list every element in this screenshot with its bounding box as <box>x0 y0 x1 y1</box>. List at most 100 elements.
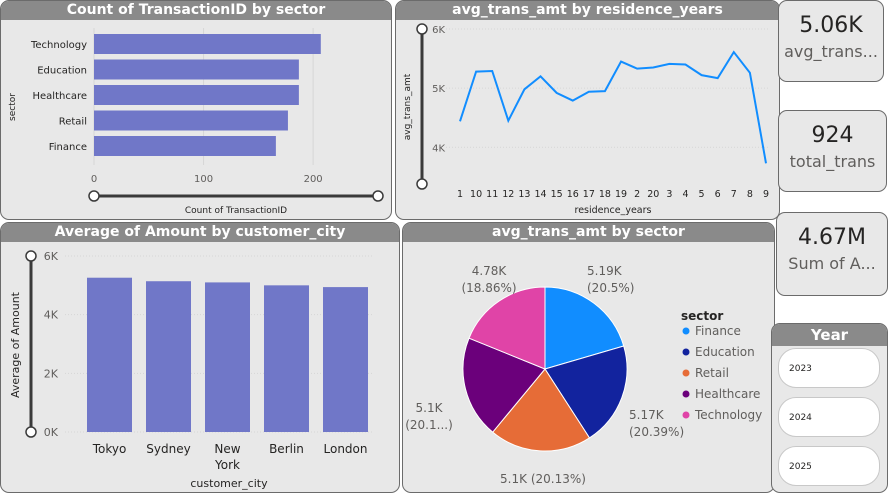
slice-label-value: 5.1K <box>416 401 444 415</box>
residence-y-slider-handle-start[interactable] <box>416 23 428 35</box>
x-axis-title: Count of TransactionID <box>185 206 287 216</box>
pie-slice-healthcare <box>462 337 546 433</box>
year-slicer: Year 2023 2024 2025 <box>771 323 888 493</box>
y-tick-label: 0K <box>44 426 59 439</box>
x-tick-label: 10 <box>470 189 482 200</box>
pie-title: avg_trans_amt by sector <box>403 223 774 242</box>
slice-label-value: 5.17K <box>629 408 665 422</box>
bar-new-york <box>205 282 250 432</box>
category-label: New <box>214 442 240 456</box>
x-tick-label: 11 <box>486 189 498 200</box>
bar-london <box>323 287 368 432</box>
x-tick-label: 100 <box>194 174 213 185</box>
kpi-sum-amount-card: 4.67M Sum of A... <box>776 212 888 296</box>
legend-title: sector <box>681 309 723 323</box>
city-y-slider-handle-end[interactable] <box>25 426 37 438</box>
x-tick-label: 6 <box>715 189 721 200</box>
category-label: Tokyo <box>92 442 127 456</box>
slice-label-percent: (20.39%) <box>629 425 684 439</box>
kpi-sum-amount-label: Sum of A... <box>788 254 876 273</box>
x-tick-label: 15 <box>551 189 563 200</box>
sector-count-title: Count of TransactionID by sector <box>1 1 391 20</box>
slice-label-percent: (20.1...) <box>405 418 453 432</box>
bar-sydney <box>146 281 191 432</box>
series-line-avg-trans-amt <box>459 50 767 164</box>
legend-label: Healthcare <box>695 387 760 401</box>
residence-y-slider-handle-end[interactable] <box>416 178 428 190</box>
kpi-avg-trans-card: 5.06K avg_trans... <box>778 0 884 82</box>
category-label: Finance <box>49 142 87 153</box>
y-tick-label: 6K <box>432 25 445 36</box>
legend-label: Finance <box>695 324 741 338</box>
x-tick-label: 20 <box>647 189 659 200</box>
y-tick-label: 2K <box>44 367 59 380</box>
category-label: Sydney <box>146 442 190 456</box>
legend-marker-healthcare <box>682 390 690 398</box>
x-tick-label: 2 <box>634 189 640 200</box>
bar-berlin <box>264 285 309 432</box>
residence-title: avg_trans_amt by residence_years <box>396 1 779 20</box>
pie-slice-retail <box>491 368 591 452</box>
category-label: Retail <box>59 117 87 128</box>
bar-healthcare <box>94 85 299 105</box>
x-tick-label: 18 <box>599 189 611 200</box>
slice-label-value: 4.78K <box>472 264 508 278</box>
x-axis-title: residence_years <box>575 205 652 216</box>
category-label: York <box>214 458 240 472</box>
sector-count-chart: 0 100 200 Technology Education Healthcare Reta… <box>8 28 384 216</box>
sector-count-panel: Count of TransactionID by sector 0 100 200… <box>0 0 392 220</box>
x-tick-label: 7 <box>731 189 737 200</box>
bar-finance <box>94 136 276 156</box>
year-slicer-title: Year <box>772 324 887 346</box>
x-tick-label: 19 <box>615 189 627 200</box>
sector-pie-chart: 5.19K (20.5%) 5.17K (20.39%) 5.1K (20.13%) 5.… <box>405 264 762 486</box>
bar-retail <box>94 110 288 131</box>
residence-panel: avg_trans_amt by residence_years 4K 5K 6K 1… <box>395 0 780 220</box>
city-y-slider-handle-start[interactable] <box>25 250 37 262</box>
slice-label-percent: (18.86%) <box>461 281 516 295</box>
bar-education <box>94 59 299 80</box>
sector-x-slider-handle-end[interactable] <box>372 190 384 202</box>
x-tick-label: 4 <box>682 189 688 200</box>
kpi-avg-trans-value: 5.06K <box>799 13 863 38</box>
category-label: Education <box>37 66 87 77</box>
legend-marker-finance <box>682 327 690 335</box>
x-tick-label: 13 <box>518 189 530 200</box>
residence-line-chart: 4K 5K 6K 1 10 11 12 13 14 15 16 17 18 19 2 20 3 4 5 6 7 8 9 avg… <box>403 23 769 216</box>
x-tick-label: 14 <box>534 189 546 200</box>
category-label: Technology <box>30 40 87 51</box>
sector-x-slider-handle-start[interactable] <box>88 190 100 202</box>
x-tick-label: 3 <box>666 189 672 200</box>
y-tick-label: 5K <box>432 84 445 95</box>
x-tick-label: 9 <box>763 189 769 200</box>
slice-label-value: 5.19K <box>587 264 623 278</box>
x-tick-label: 5 <box>699 189 705 200</box>
kpi-total-trans-label: total_trans <box>789 152 876 171</box>
y-axis-title: sector <box>8 93 18 121</box>
kpi-total-trans-value: 924 <box>811 123 854 148</box>
city-bar-chart: 0K 2K 4K 6K Tokyo Sydney New York Berlin London Av… <box>9 250 373 490</box>
x-tick-label: 200 <box>304 174 323 185</box>
x-tick-label: 16 <box>567 189 579 200</box>
x-tick-label: 8 <box>747 189 753 200</box>
year-option-2023[interactable]: 2023 <box>778 348 880 388</box>
legend-marker-education <box>682 348 690 356</box>
y-axis-title: avg_trans_amt <box>403 73 413 140</box>
year-option-2024[interactable]: 2024 <box>778 397 880 437</box>
kpi-sum-amount-value: 4.67M <box>798 225 866 250</box>
pie-slice-finance <box>544 286 625 370</box>
x-axis-title: customer_city <box>190 477 268 490</box>
legend-marker-retail <box>682 369 690 377</box>
pie-slice-education <box>544 345 628 439</box>
category-label: Healthcare <box>32 91 87 102</box>
y-axis-title: Average of Amount <box>9 291 22 398</box>
y-tick-label: 4K <box>432 143 445 154</box>
bar-tokyo <box>87 277 132 432</box>
slice-label-percent: (20.5%) <box>587 281 634 295</box>
y-tick-label: 6K <box>44 250 59 263</box>
x-tick-label: 1 <box>457 189 463 200</box>
year-option-2025[interactable]: 2025 <box>778 446 880 486</box>
pie-panel: avg_trans_amt by sector 5.19K (20.5%) 5.17… <box>402 222 775 493</box>
kpi-total-trans-card: 924 total_trans <box>778 110 887 192</box>
city-title: Average of Amount by customer_city <box>1 223 399 242</box>
